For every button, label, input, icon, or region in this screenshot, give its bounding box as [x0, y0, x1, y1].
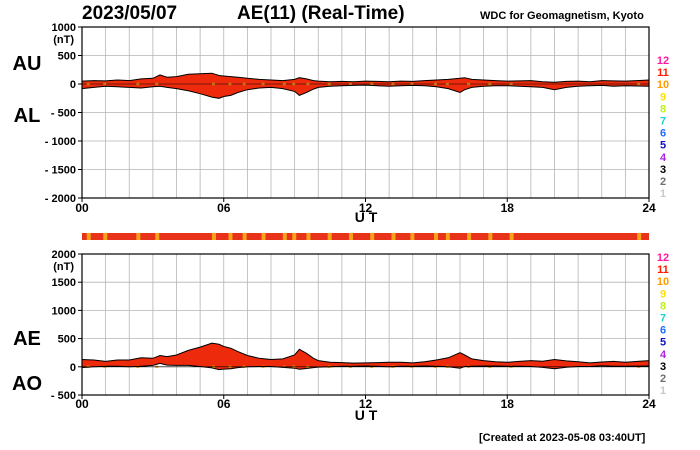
y-tick-label: 500: [58, 334, 76, 346]
series-label-al: AL: [14, 105, 41, 127]
x-tick-label: 06: [217, 201, 231, 215]
quality-bar-highlight: [348, 233, 353, 240]
legend-level-5: 5: [660, 140, 666, 152]
quality-bar-highlight: [509, 233, 514, 240]
legend-level-1: 1: [660, 188, 666, 200]
quality-bar-highlight: [467, 233, 472, 240]
legend-level-8: 8: [660, 103, 666, 115]
quality-bar-highlight: [282, 233, 287, 240]
x-tick-label: 18: [501, 397, 515, 411]
quality-bar-highlight: [637, 233, 642, 240]
band-fill-au-al: [82, 73, 649, 99]
x-tick-label: 00: [75, 397, 89, 411]
y-tick-label: 500: [58, 51, 76, 63]
quality-bar-highlight: [228, 233, 233, 240]
quality-bar-highlight: [445, 233, 450, 240]
x-tick-label: 00: [75, 201, 89, 215]
y-tick-label: 1000: [52, 22, 76, 34]
created-timestamp: [Created at 2023-05-08 03:40UT]: [479, 432, 646, 444]
legend-level-9: 9: [660, 288, 666, 300]
legend-level-5: 5: [660, 337, 666, 349]
legend-level-7: 7: [660, 313, 666, 325]
series-line-ae: [81, 342, 650, 364]
y-tick-label: - 1000: [45, 136, 76, 148]
y-unit-label: (nT): [53, 34, 74, 46]
y-tick-label: 2000: [52, 249, 76, 261]
legend-level-2: 2: [660, 373, 666, 385]
band-fill-ae-ao: [82, 343, 649, 370]
quality-bar-highlight: [136, 233, 141, 240]
series-line-al: [81, 84, 650, 99]
series-line-ao: [81, 362, 650, 371]
quality-bar-highlight: [410, 233, 415, 240]
series-label-ae: AE: [13, 328, 41, 350]
x-tick-label: 24: [642, 397, 656, 411]
legend-level-6: 6: [660, 325, 666, 337]
quality-bar-highlight: [391, 233, 396, 240]
quality-bar-highlight: [242, 233, 247, 240]
quality-bar-highlight: [488, 233, 493, 240]
series-label-au: AU: [13, 53, 42, 75]
legend-level-11: 11: [657, 264, 669, 276]
legend-level-4: 4: [660, 152, 667, 164]
quality-bar-highlight: [370, 233, 375, 240]
y-tick-label: - 1500: [45, 165, 76, 177]
quality-bar-highlight: [292, 233, 297, 240]
x-axis-label: U T: [355, 407, 378, 423]
quality-bar-highlight: [86, 233, 91, 240]
x-tick-label: 24: [642, 201, 656, 215]
legend-level-12: 12: [657, 55, 669, 67]
quality-bar-highlight: [103, 233, 108, 240]
legend-level-8: 8: [660, 300, 666, 312]
plot-date: 2023/05/07: [82, 3, 178, 24]
legend-level-3: 3: [660, 361, 666, 373]
quality-bar: [82, 233, 649, 240]
legend-level-1: 1: [660, 385, 666, 397]
y-tick-label: - 500: [51, 108, 76, 120]
y-unit-label: (nT): [53, 261, 74, 273]
quality-bar-highlight: [261, 233, 266, 240]
quality-bar-highlight: [211, 233, 216, 240]
x-tick-label: 12: [359, 201, 373, 215]
y-tick-label: 0: [70, 79, 76, 91]
series-line-au: [81, 72, 650, 83]
x-tick-label: 12: [359, 397, 373, 411]
legend-level-11: 11: [657, 67, 669, 79]
quality-bar-highlight: [155, 233, 160, 240]
legend-level-2: 2: [660, 176, 666, 188]
legend-level-6: 6: [660, 128, 666, 140]
quality-bar-highlight: [434, 233, 439, 240]
legend-level-7: 7: [660, 116, 666, 128]
quality-bar-highlight: [306, 233, 311, 240]
data-source: WDC for Geomagnetism, Kyoto: [480, 10, 644, 22]
x-tick-label: 18: [501, 201, 515, 215]
legend-level-4: 4: [660, 349, 667, 361]
y-tick-label: 0: [70, 362, 76, 374]
series-label-ao: AO: [12, 373, 42, 395]
x-tick-label: 06: [217, 397, 231, 411]
y-tick-label: - 500: [51, 390, 76, 402]
plot-title: AE(11) (Real-Time): [237, 3, 405, 24]
legend-level-10: 10: [657, 79, 669, 91]
legend-level-9: 9: [660, 91, 666, 103]
y-tick-label: - 2000: [45, 193, 76, 205]
y-tick-label: 1500: [52, 277, 76, 289]
quality-bar-highlight: [327, 233, 332, 240]
legend-level-10: 10: [657, 276, 669, 288]
legend-level-12: 12: [657, 252, 669, 264]
legend-level-3: 3: [660, 164, 666, 176]
y-tick-label: 1000: [52, 305, 76, 317]
x-axis-label: U T: [355, 209, 378, 225]
